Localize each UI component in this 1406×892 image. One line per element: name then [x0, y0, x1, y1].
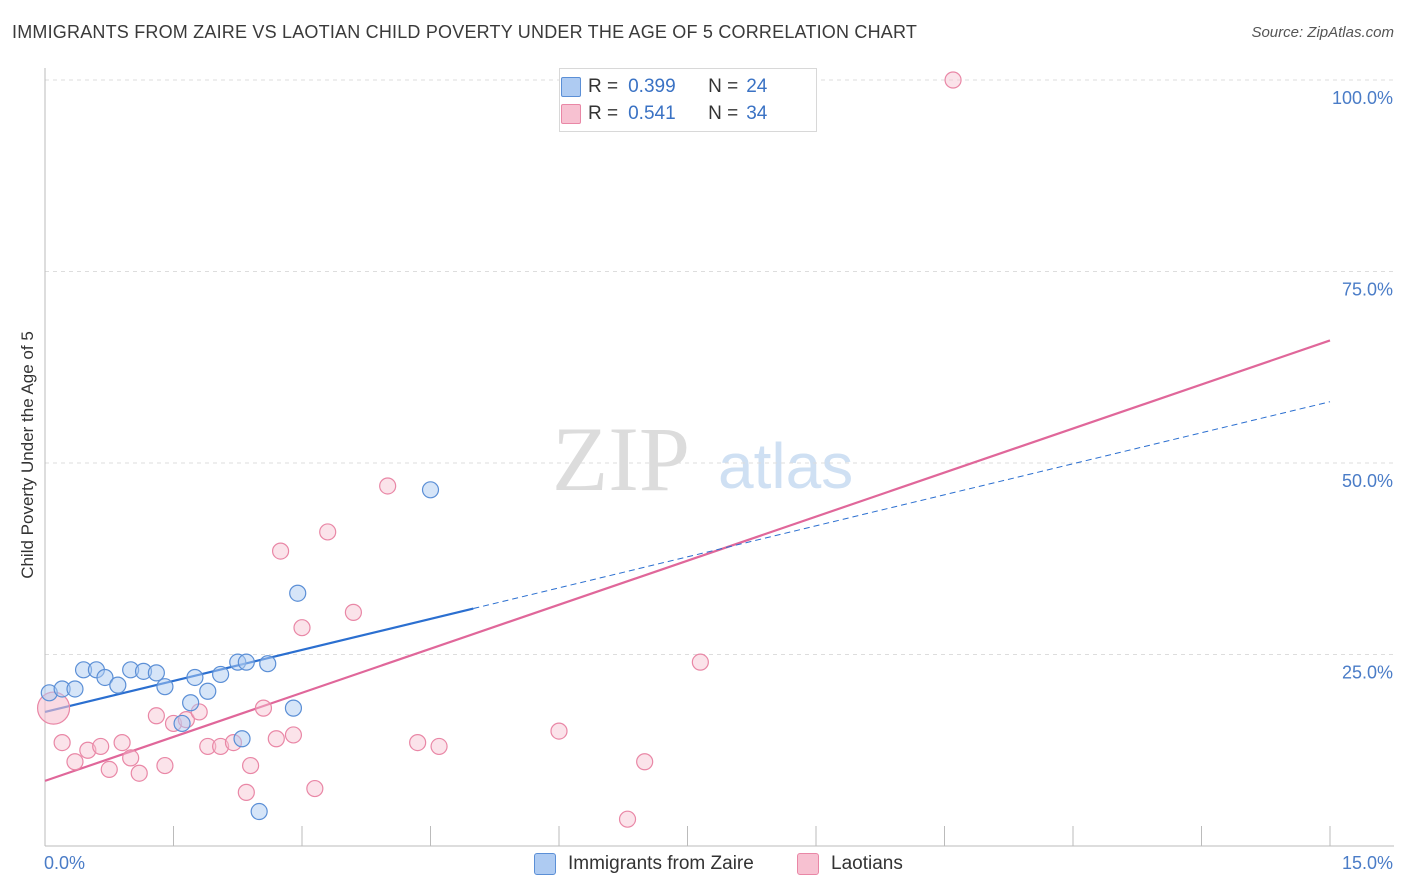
- watermark: ZIP atlas: [552, 408, 853, 510]
- x-tick-label-max: 15.0%: [1342, 853, 1393, 873]
- point-laotians: [267, 730, 285, 748]
- point-laotians: [691, 653, 709, 671]
- point-zaire: [250, 802, 268, 821]
- point-zaire: [186, 668, 204, 687]
- point-laotians: [147, 707, 165, 725]
- point-laotians: [284, 726, 303, 744]
- point-zaire: [199, 682, 217, 700]
- y-tick-label: 25.0%: [1342, 663, 1393, 683]
- trend-line-zaire: [44, 607, 474, 714]
- point-laotians: [79, 741, 97, 759]
- legend-n-label: N =: [708, 76, 739, 97]
- legend-r-value: 0.541: [628, 103, 676, 124]
- y-tick-label: 50.0%: [1342, 471, 1393, 491]
- point-laotians: [254, 699, 273, 717]
- bottom-legend-swatch-laotians: [797, 853, 819, 875]
- point-laotians: [122, 749, 140, 767]
- watermark-atlas: atlas: [718, 430, 853, 502]
- point-zaire: [109, 676, 127, 694]
- legend-r-label: R =: [588, 103, 619, 124]
- legend-r-label: R =: [588, 76, 619, 97]
- trend-lines: [44, 339, 1331, 782]
- point-laotians: [113, 733, 131, 752]
- bottom-legend-swatch-zaire: [534, 853, 556, 875]
- point-zaire: [147, 664, 165, 682]
- legend-n-value: 34: [746, 103, 768, 124]
- point-zaire: [284, 699, 303, 717]
- point-laotians: [344, 603, 362, 621]
- point-laotians: [212, 737, 230, 756]
- source-label: Source: ZipAtlas.com: [1251, 24, 1394, 41]
- point-zaire: [182, 694, 200, 712]
- legend-row-zaire: R = 0.399 N = 24: [561, 74, 768, 100]
- gridlines: [45, 79, 1394, 655]
- point-zaire: [173, 714, 191, 733]
- point-laotians: [271, 542, 290, 560]
- point-zaire: [421, 481, 440, 499]
- bottom-legend-laotians: Laotians: [797, 851, 903, 877]
- point-laotians: [550, 722, 568, 740]
- point-zaire: [289, 584, 307, 602]
- data-points: [36, 71, 962, 828]
- y-tick-label: 75.0%: [1342, 280, 1393, 300]
- point-laotians: [92, 737, 110, 756]
- point-zaire: [233, 730, 251, 748]
- point-zaire: [96, 668, 114, 687]
- x-tick-label-min: 0.0%: [44, 853, 85, 873]
- point-laotians: [618, 810, 637, 828]
- point-laotians: [66, 753, 84, 771]
- bottom-legend-label-laotians: Laotians: [831, 853, 903, 874]
- bottom-legend-label-zaire: Immigrants from Zaire: [568, 853, 754, 874]
- point-zaire: [212, 665, 230, 684]
- legend-r-value: 0.399: [628, 76, 676, 97]
- trend-line-laotians: [44, 339, 1331, 782]
- point-laotians: [319, 523, 337, 541]
- point-laotians: [379, 477, 397, 495]
- point-zaire: [259, 655, 277, 673]
- point-laotians: [237, 783, 255, 801]
- point-zaire: [66, 680, 84, 698]
- legend-swatch-laotians: [561, 104, 581, 124]
- point-laotians: [199, 737, 217, 756]
- y-tick-label: 100.0%: [1332, 88, 1393, 108]
- point-laotians: [636, 753, 654, 771]
- point-laotians: [430, 737, 448, 756]
- chart-title: IMMIGRANTS FROM ZAIRE VS LAOTIAN CHILD P…: [12, 22, 918, 42]
- point-laotians: [100, 760, 118, 779]
- point-zaire: [237, 653, 255, 671]
- point-laotians: [944, 71, 962, 89]
- legend-n-value: 24: [746, 76, 768, 97]
- tick-labels: 100.0% 75.0% 50.0% 25.0% 0.0% 15.0%: [44, 88, 1393, 873]
- point-laotians: [409, 733, 427, 752]
- legend-row-laotians: R = 0.541 N = 34: [561, 101, 768, 127]
- point-laotians: [53, 733, 71, 752]
- point-laotians: [130, 764, 148, 782]
- trend-line-zaire-extended: [473, 401, 1331, 610]
- point-zaire: [156, 678, 174, 696]
- watermark-zip: ZIP: [552, 408, 690, 510]
- legend-n-label: N =: [708, 103, 739, 124]
- bottom-legend-zaire: Immigrants from Zaire: [534, 851, 754, 877]
- point-laotians: [306, 779, 324, 798]
- legend: R = 0.399 N = 24 R = 0.541 N = 34: [559, 68, 817, 132]
- point-laotians: [293, 619, 311, 637]
- point-laotians: [156, 756, 174, 775]
- point-laotians: [242, 756, 260, 775]
- legend-swatch-zaire: [561, 77, 581, 97]
